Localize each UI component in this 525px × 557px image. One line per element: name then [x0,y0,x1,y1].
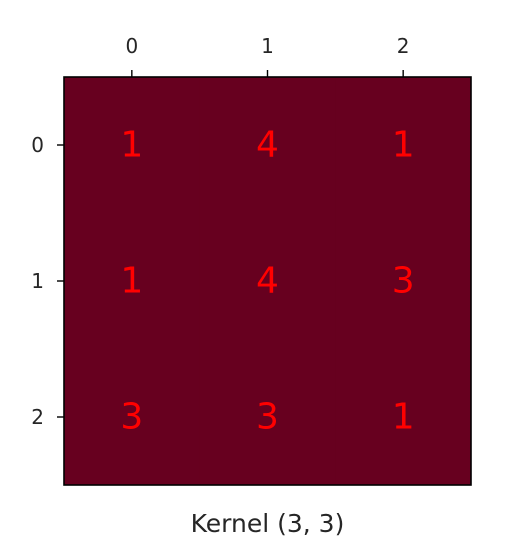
cell-value-2-2: 1 [392,397,415,438]
cell-value-2-0: 3 [120,397,143,438]
cell-value-1-0: 1 [120,261,143,302]
heatmap-cell-0-2 [335,77,472,214]
cell-value-2-1: 3 [256,397,279,438]
heatmap-cell-2-1 [199,349,336,486]
cell-value-0-1: 4 [256,125,279,166]
heatmap-cell-1-2 [335,213,472,350]
heatmap-cell-2-0 [64,349,201,486]
cell-value-1-2: 3 [392,261,415,302]
x-axis-top: 0 1 2 [125,34,410,77]
x-tick-label-0: 0 [125,34,138,58]
x-tick-label-2: 2 [397,34,410,58]
y-axis-left: 0 1 2 [31,133,64,429]
cell-value-0-0: 1 [120,125,143,166]
heatmap-cell-0-0 [64,77,201,214]
x-axis-label: Kernel (3, 3) [191,509,345,538]
heatmap-cell-1-1 [199,213,336,350]
cell-value-labels: 1 4 1 1 4 3 3 3 1 [120,125,414,438]
y-tick-label-1: 1 [31,269,44,293]
x-tick-label-1: 1 [261,34,274,58]
heatmap-cell-0-1 [199,77,336,214]
heatmap-cell-1-0 [64,213,201,350]
heatmap-cells [64,77,472,486]
cell-value-1-1: 4 [256,261,279,302]
cell-value-0-2: 1 [392,125,415,166]
y-tick-label-0: 0 [31,133,44,157]
heatmap-cell-2-2 [335,349,472,486]
y-tick-label-2: 2 [31,405,44,429]
